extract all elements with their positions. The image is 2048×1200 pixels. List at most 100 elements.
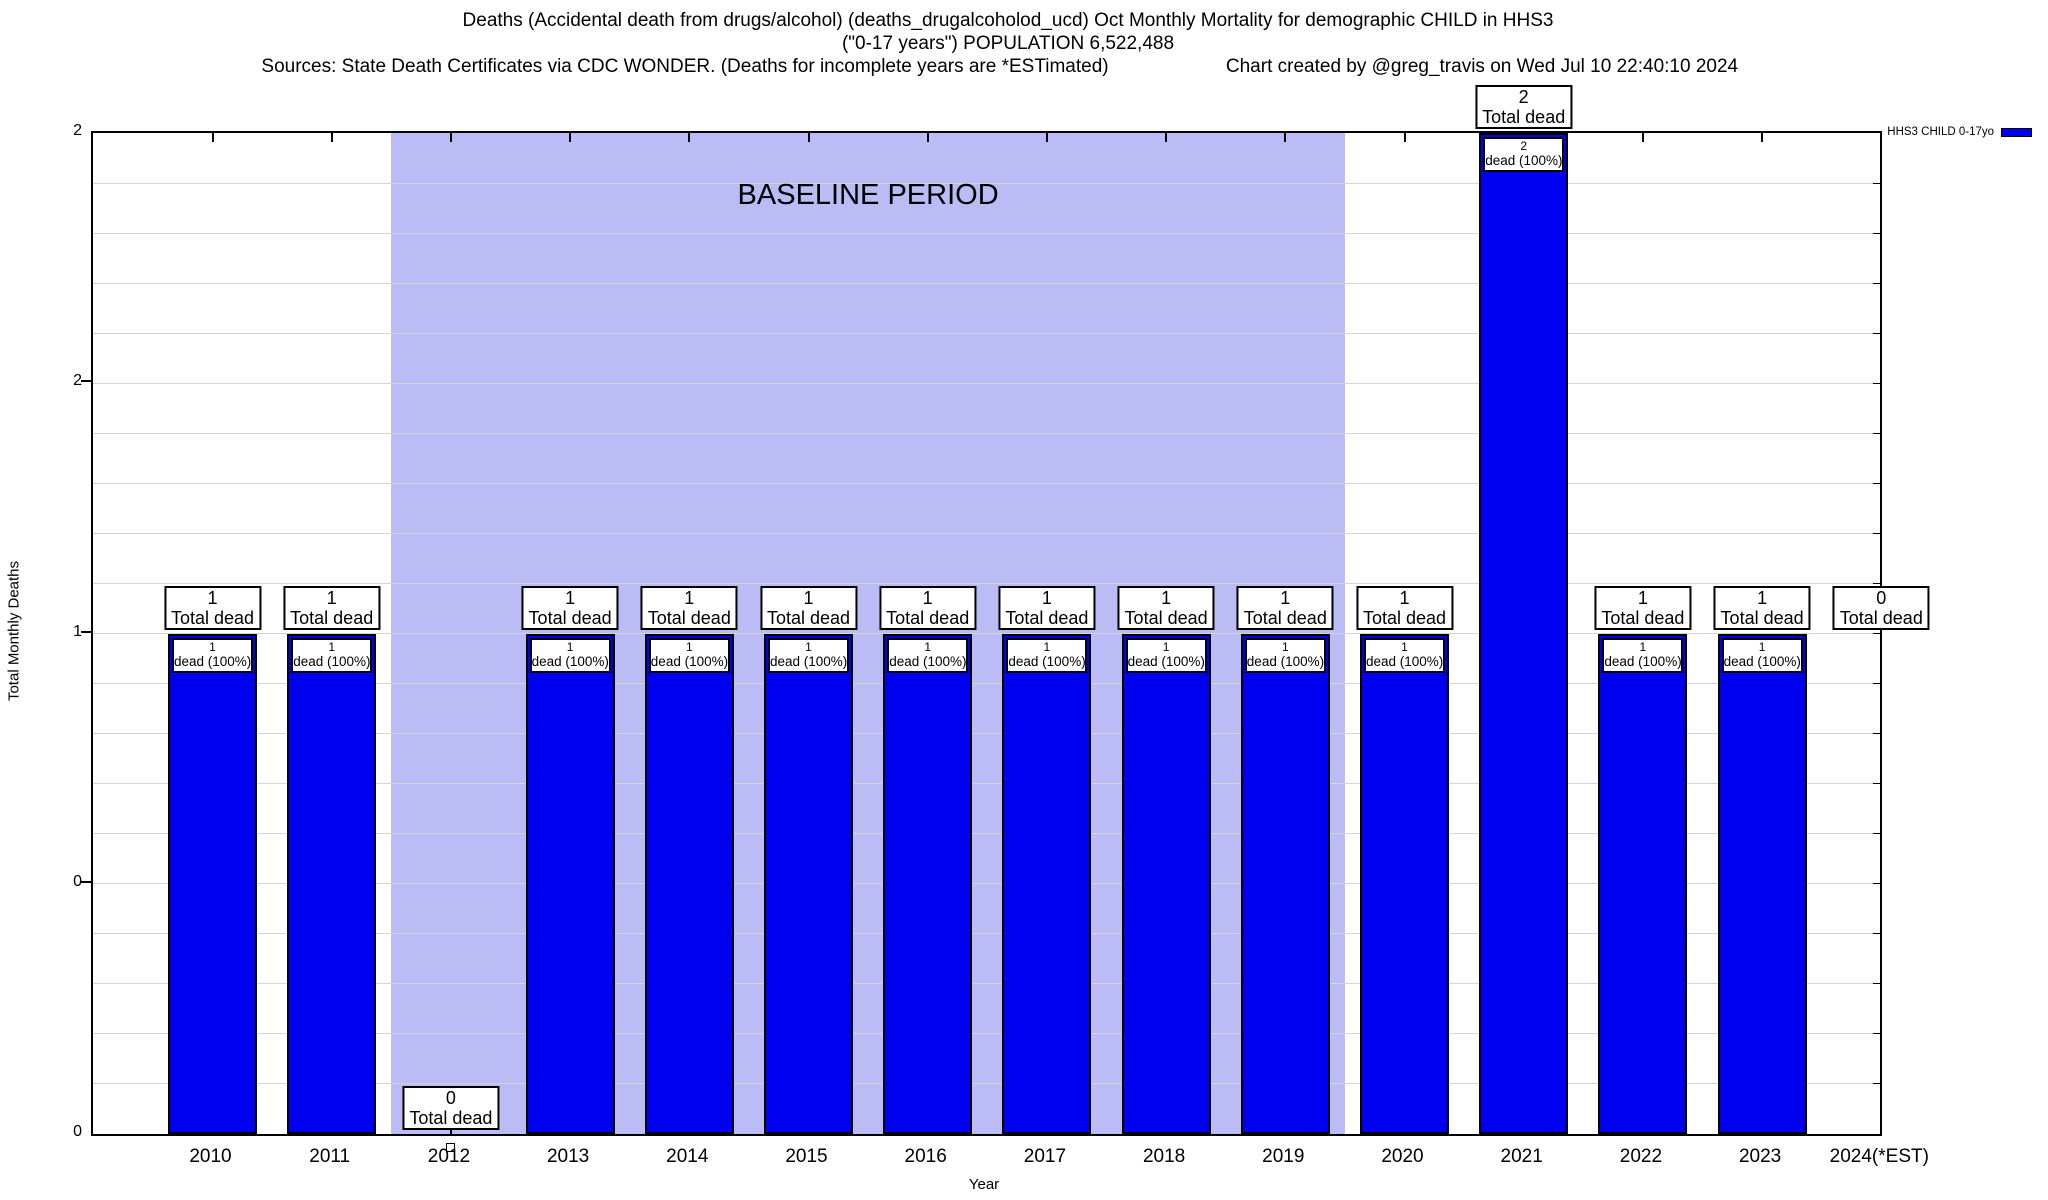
zero-bar-marker <box>446 1143 456 1152</box>
total-dead-count: 1 <box>1637 587 1648 608</box>
total-dead-box: 0 Total dead <box>1832 585 1930 630</box>
y-tick-right <box>1873 933 1880 935</box>
legend-swatch <box>2001 127 2032 137</box>
plot-area: BASELINE PERIOD 1 dead (100%) 1 Total dead 1 d… <box>91 85 1930 1152</box>
y-tick-right <box>1873 633 1880 634</box>
legend-label: HHS3 CHILD 0-17yo <box>1887 126 1994 138</box>
total-dead-box: 1 Total dead <box>1355 585 1454 630</box>
total-dead-count: 1 <box>1399 587 1410 608</box>
x-tick-top <box>449 133 452 142</box>
gridline <box>93 1033 1880 1035</box>
bar-2013 <box>525 633 615 1134</box>
gridline <box>93 783 1880 785</box>
y-tick-stub <box>81 630 91 633</box>
bar-2015 <box>764 633 853 1134</box>
y-tick-right <box>1873 382 1880 384</box>
x-tick-label: 2016 <box>904 1146 947 1167</box>
chart-title-line2: ("0-17 years") POPULATION 6,522,488 <box>841 33 1175 54</box>
x-tick-top <box>1761 133 1764 142</box>
x-tick-label: 2017 <box>1023 1146 1067 1167</box>
bar-2016 <box>883 633 973 1134</box>
y-tick-right <box>1873 232 1880 234</box>
y-tick-stub <box>81 380 91 383</box>
dead-count: 1 <box>566 639 574 654</box>
dead-count: 1 <box>924 639 932 654</box>
total-dead-caption: Total dead <box>1243 607 1327 628</box>
dead-count: 1 <box>1639 639 1647 654</box>
total-dead-box: 1 Total dead <box>1713 585 1811 630</box>
dead-count: 1 <box>1758 639 1766 654</box>
total-dead-box: 2 Total dead <box>1475 85 1573 129</box>
dead-pct-caption: dead (100%) <box>1604 653 1682 669</box>
total-dead-box: 1 Total dead <box>283 585 381 630</box>
dead-pct-caption: dead (100%) <box>1485 153 1563 169</box>
x-tick-label: 2015 <box>785 1146 828 1167</box>
gridline <box>93 482 1880 484</box>
bar-2018 <box>1121 633 1211 1134</box>
total-dead-count: 1 <box>803 587 814 608</box>
chart-title-line1: Deaths (Accidental death from drugs/alco… <box>462 10 1554 31</box>
dead-pct-caption: dead (100%) <box>293 653 371 669</box>
total-dead-caption: Total dead <box>528 607 612 628</box>
total-dead-count: 1 <box>684 587 695 608</box>
y-tick-right <box>1873 1033 1880 1035</box>
x-tick-label: 2013 <box>546 1146 590 1167</box>
y-tick-right <box>1873 482 1880 484</box>
dead-pct-caption: dead (100%) <box>1008 653 1086 669</box>
x-tick-top <box>1165 133 1168 142</box>
dead-pct-box: 1 dead (100%) <box>529 637 611 673</box>
x-axis-title: Year <box>968 1176 1000 1193</box>
total-dead-caption: Total dead <box>766 607 851 628</box>
x-tick-label: 2018 <box>1142 1146 1186 1167</box>
dead-pct-caption: dead (100%) <box>174 653 252 669</box>
x-tick-label: 2020 <box>1381 1146 1424 1167</box>
x-tick-top <box>211 133 214 142</box>
dead-pct-box: 1 dead (100%) <box>1244 637 1326 673</box>
sources-note: Sources: State Death Certificates via CD… <box>261 56 1109 77</box>
total-dead-caption: Total dead <box>1482 107 1566 127</box>
dead-pct-box: 1 dead (100%) <box>887 637 969 673</box>
total-dead-count: 0 <box>445 1088 456 1108</box>
bar-2021 <box>1479 133 1569 1134</box>
x-tick-label: 2021 <box>1500 1146 1543 1167</box>
total-dead-caption: Total dead <box>409 1108 493 1128</box>
x-tick-label: 2024(*EST) <box>1829 1146 1929 1167</box>
bar-2023 <box>1717 633 1807 1134</box>
total-dead-count: 1 <box>326 587 337 608</box>
dead-count: 1 <box>1162 639 1170 654</box>
dead-pct-box: 1 dead (100%) <box>768 637 849 673</box>
x-tick-top <box>330 133 333 142</box>
bar-2011 <box>287 633 377 1134</box>
total-dead-box: 1 Total dead <box>1236 585 1334 630</box>
x-tick-top <box>1045 133 1048 142</box>
y-tick-label: 0 <box>73 1123 82 1140</box>
dead-pct-caption: dead (100%) <box>889 653 967 669</box>
total-dead-count: 1 <box>922 587 933 608</box>
dead-count: 1 <box>685 639 693 654</box>
total-dead-box: 1 Total dead <box>1117 585 1215 630</box>
total-dead-box: 1 Total dead <box>759 585 858 630</box>
x-tick-bottom <box>1880 1125 1883 1134</box>
y-tick-right <box>1873 1083 1880 1085</box>
dead-pct-box: 1 dead (100%) <box>1602 637 1684 673</box>
x-tick-label: 2012 <box>427 1146 471 1167</box>
total-dead-caption: Total dead <box>170 607 255 628</box>
gridline <box>93 633 1880 634</box>
y-tick-right <box>1873 332 1880 334</box>
y-tick-right <box>1873 582 1880 584</box>
bar-2019 <box>1240 633 1330 1134</box>
y-tick-right <box>1873 683 1880 685</box>
dead-count: 1 <box>328 639 336 654</box>
gridline <box>93 933 1880 935</box>
dead-pct-box: 1 dead (100%) <box>172 637 253 673</box>
gridline <box>93 883 1880 885</box>
total-dead-caption: Total dead <box>647 607 731 628</box>
total-dead-caption: Total dead <box>1601 607 1685 628</box>
total-dead-caption: Total dead <box>1839 607 1923 628</box>
y-tick-right <box>1873 432 1880 434</box>
y-tick-label: 0 <box>73 872 82 890</box>
gridline <box>93 582 1880 584</box>
y-tick-right <box>1873 883 1880 885</box>
dead-pct-caption: dead (100%) <box>1246 653 1325 669</box>
